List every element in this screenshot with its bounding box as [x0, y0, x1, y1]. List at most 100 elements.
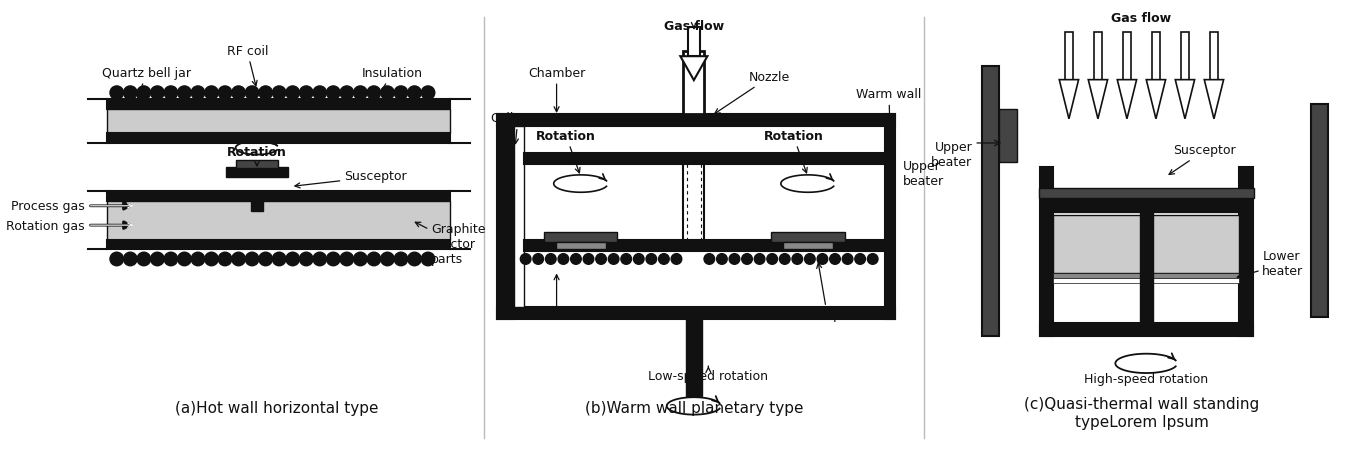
Circle shape	[855, 254, 866, 264]
Bar	[684, 164, 704, 240]
Circle shape	[340, 252, 353, 266]
Circle shape	[671, 254, 682, 264]
Text: Susceptor: Susceptor	[1169, 144, 1236, 174]
Text: Quartz bell jar: Quartz bell jar	[103, 67, 192, 98]
Circle shape	[571, 254, 581, 264]
Circle shape	[767, 254, 778, 264]
Bar	[1066, 32, 1073, 80]
Circle shape	[596, 254, 607, 264]
Bar	[497, 114, 895, 125]
Polygon shape	[1175, 80, 1195, 119]
Circle shape	[110, 252, 123, 266]
Circle shape	[817, 254, 827, 264]
Circle shape	[830, 254, 840, 264]
Circle shape	[300, 86, 312, 99]
Circle shape	[286, 86, 300, 99]
Bar	[107, 191, 451, 201]
Circle shape	[533, 254, 544, 264]
Text: Chamber: Chamber	[527, 67, 585, 112]
Circle shape	[340, 86, 353, 99]
Circle shape	[804, 254, 815, 264]
Circle shape	[381, 252, 395, 266]
Circle shape	[395, 252, 408, 266]
Text: Rotation: Rotation	[536, 130, 596, 173]
Bar	[1054, 215, 1238, 273]
Circle shape	[204, 86, 218, 99]
Text: RF coil: RF coil	[226, 44, 269, 86]
Circle shape	[395, 86, 408, 99]
Bar	[236, 160, 278, 168]
Bar	[1238, 167, 1252, 336]
Bar	[885, 114, 895, 319]
Circle shape	[717, 254, 727, 264]
Text: Low-speed rotation: Low-speed rotation	[648, 366, 769, 383]
Bar	[1040, 167, 1054, 336]
Text: Rotation gas: Rotation gas	[7, 219, 85, 233]
Circle shape	[218, 252, 232, 266]
Text: Collector: Collector	[490, 112, 545, 144]
Circle shape	[608, 254, 619, 264]
Circle shape	[367, 86, 381, 99]
Circle shape	[259, 86, 273, 99]
Circle shape	[367, 252, 381, 266]
Circle shape	[137, 252, 151, 266]
Bar	[226, 167, 288, 177]
Text: Process gas: Process gas	[11, 200, 85, 213]
Circle shape	[408, 86, 421, 99]
Circle shape	[326, 86, 340, 99]
Polygon shape	[1088, 80, 1107, 119]
Circle shape	[584, 254, 593, 264]
Circle shape	[421, 86, 434, 99]
Circle shape	[521, 254, 532, 264]
Bar	[497, 307, 895, 319]
Circle shape	[137, 86, 151, 99]
Circle shape	[204, 252, 218, 266]
Circle shape	[704, 254, 715, 264]
Circle shape	[151, 86, 164, 99]
Text: Rotation: Rotation	[763, 130, 823, 173]
Polygon shape	[1147, 80, 1166, 119]
Bar	[1038, 188, 1254, 198]
Circle shape	[110, 86, 123, 99]
Circle shape	[123, 252, 137, 266]
Circle shape	[353, 86, 367, 99]
Circle shape	[232, 252, 245, 266]
Circle shape	[178, 252, 192, 266]
Bar	[107, 109, 451, 133]
Bar	[686, 319, 701, 396]
Circle shape	[273, 86, 286, 99]
Circle shape	[353, 252, 367, 266]
Bar	[1140, 212, 1154, 323]
Polygon shape	[1204, 80, 1223, 119]
Bar	[107, 201, 451, 240]
Text: Warm wall: Warm wall	[856, 88, 922, 129]
Circle shape	[312, 252, 326, 266]
Bar	[684, 51, 704, 114]
Circle shape	[178, 86, 192, 99]
Circle shape	[286, 252, 300, 266]
Bar	[999, 109, 1017, 162]
Circle shape	[558, 254, 569, 264]
Text: Susceptor: Susceptor	[796, 263, 859, 322]
Circle shape	[151, 252, 164, 266]
Bar	[1054, 273, 1238, 278]
Bar	[1311, 104, 1328, 317]
Circle shape	[123, 86, 137, 99]
Polygon shape	[681, 56, 707, 80]
Bar	[514, 125, 523, 307]
Circle shape	[326, 252, 340, 266]
Bar	[1095, 32, 1101, 80]
Circle shape	[245, 252, 259, 266]
Bar	[523, 153, 885, 164]
Circle shape	[843, 254, 854, 264]
Circle shape	[259, 252, 273, 266]
Bar	[251, 191, 263, 211]
Text: High-speed rotation: High-speed rotation	[1084, 373, 1208, 386]
Text: Upper
beater: Upper beater	[903, 160, 944, 188]
Circle shape	[741, 254, 752, 264]
Bar	[107, 133, 451, 143]
Text: Lower
heater: Lower heater	[1237, 250, 1303, 278]
Text: (b)Warm wall planetary type: (b)Warm wall planetary type	[585, 401, 803, 416]
Circle shape	[245, 86, 259, 99]
Circle shape	[621, 254, 632, 264]
